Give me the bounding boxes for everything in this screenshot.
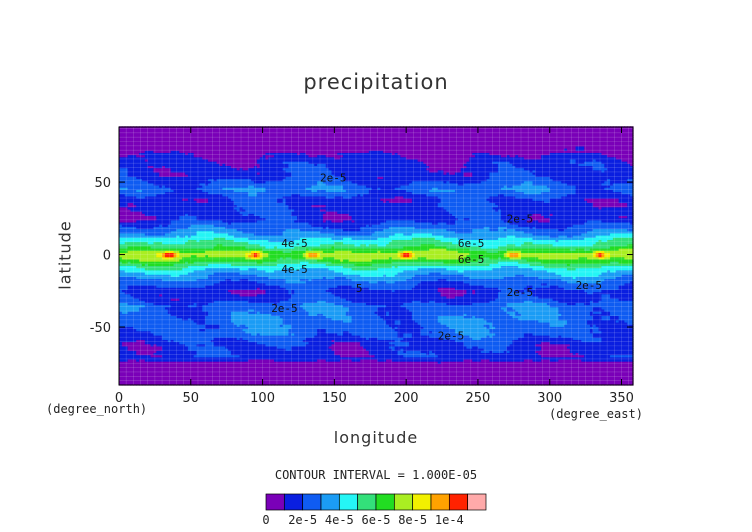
x-tick-label-50: 50	[183, 391, 200, 406]
colorbar-swatch-2	[283, 493, 304, 511]
contour-label-7: 5	[356, 282, 363, 295]
colorbar-label-5: 8e-5	[398, 513, 427, 527]
y-axis-unit: (degree_north)	[46, 402, 147, 416]
contour-label-2: 2e-5	[507, 212, 534, 225]
colorbar-swatch-4	[320, 493, 340, 511]
x-tick-label-250: 250	[466, 391, 491, 406]
colorbar-label-4: 6e-5	[362, 513, 391, 527]
contour-label-1: 2e-5	[320, 172, 347, 185]
x-axis-unit: (degree_east)	[549, 407, 643, 421]
x-tick-label-300: 300	[537, 391, 562, 406]
contour-label-6: 6e-5	[458, 253, 485, 266]
colorbar-label-1: 0	[262, 513, 269, 527]
colorbar-swatch-6	[357, 493, 377, 511]
contour-label-11: 2e-5	[438, 330, 465, 343]
plot-frame	[118, 126, 634, 386]
colorbar-label-2: 2e-5	[288, 513, 317, 527]
contour-label-8: 2e-5	[507, 286, 534, 299]
colorbar-swatch-8	[393, 493, 414, 511]
x-tick-label-0: 0	[115, 391, 123, 406]
colorbar-swatch-12	[467, 493, 487, 511]
x-tick-label-350: 350	[609, 391, 634, 406]
colorbar	[265, 493, 487, 511]
colorbar-swatch-1	[265, 493, 285, 511]
colorbar-label-3: 4e-5	[325, 513, 354, 527]
colorbar-swatch-5	[338, 493, 359, 511]
x-tick-label-150: 150	[322, 391, 347, 406]
precip-field	[119, 126, 634, 386]
contour-interval-label: CONTOUR INTERVAL = 1.000E-05	[0, 468, 752, 482]
colorbar-swatch-7	[375, 493, 395, 511]
chart-title: precipitation	[0, 70, 752, 94]
x-axis-label: longitude	[0, 428, 752, 447]
contour-label-9: 2e-5	[576, 279, 603, 292]
x-tick-label-100: 100	[250, 391, 275, 406]
colorbar-swatch-9	[412, 493, 432, 511]
y-tick-label--50: -50	[90, 321, 111, 336]
y-tick-label-50: 50	[94, 176, 111, 191]
contour-label-4: 6e-5	[458, 237, 485, 250]
colorbar-swatch-11	[448, 493, 469, 511]
colorbar-swatch-10	[430, 493, 450, 511]
grid-lines	[118, 127, 633, 386]
colorbar-swatch-3	[302, 493, 322, 511]
x-tick-label-200: 200	[394, 391, 419, 406]
colorbar-label-6: 1e-4	[435, 513, 464, 527]
contour-label-10: 2e-5	[271, 302, 298, 315]
y-axis-label: latitude	[56, 220, 75, 289]
contour-label-5: 4e-5	[281, 263, 308, 276]
contour-label-3: 4e-5	[281, 237, 308, 250]
y-tick-label-0: 0	[103, 249, 111, 264]
